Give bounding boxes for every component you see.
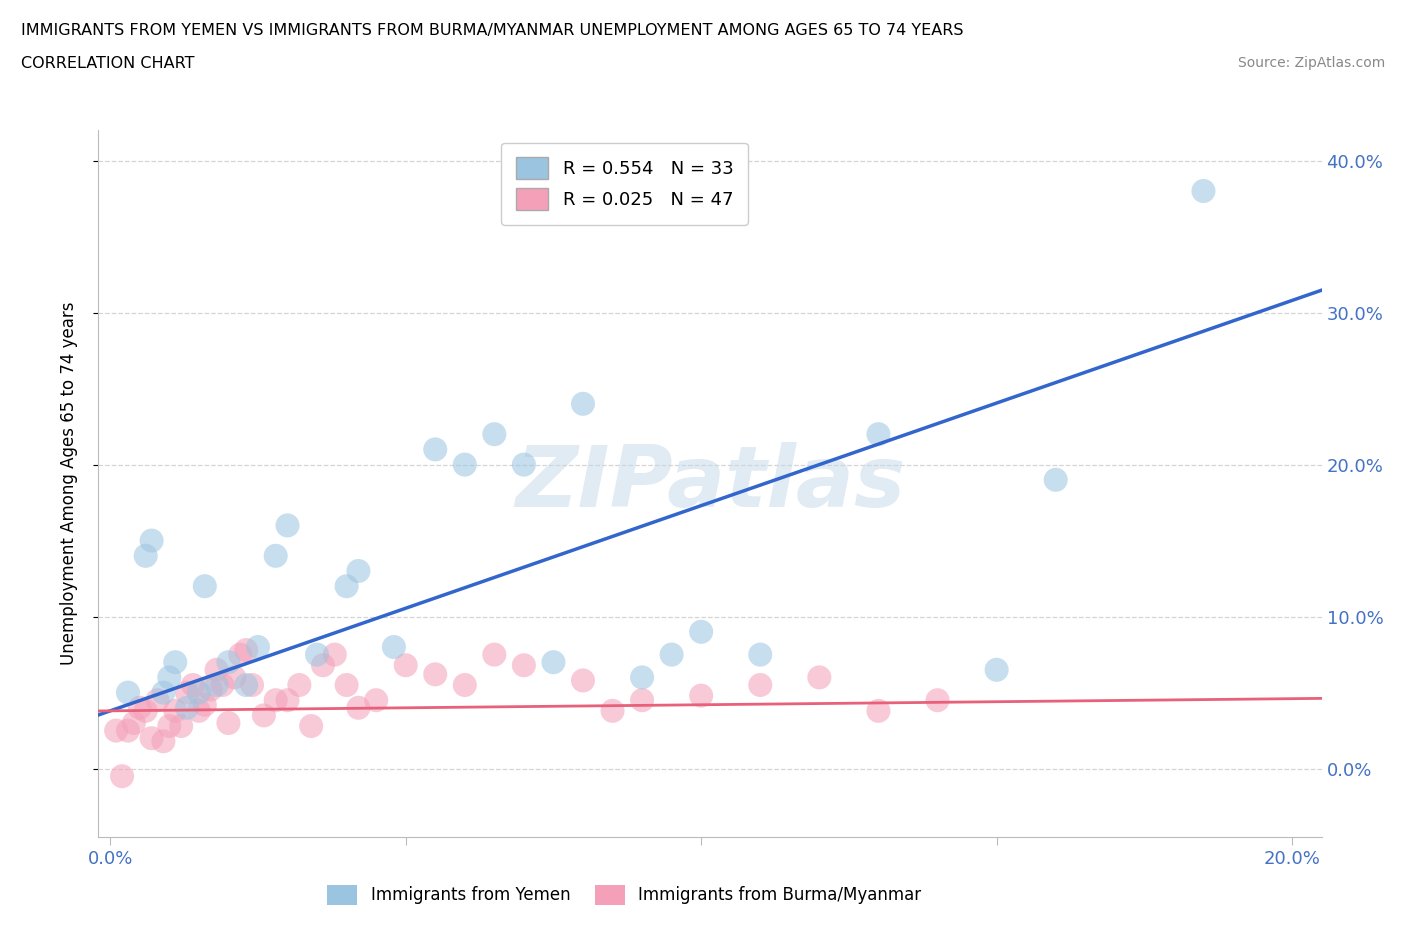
Point <box>288 678 311 693</box>
Point <box>135 549 157 564</box>
Point <box>543 655 565 670</box>
Point <box>187 685 209 700</box>
Y-axis label: Unemployment Among Ages 65 to 74 years: Unemployment Among Ages 65 to 74 years <box>59 302 77 665</box>
Point <box>176 700 198 715</box>
Point <box>111 769 134 784</box>
Point <box>200 682 222 697</box>
Text: CORRELATION CHART: CORRELATION CHART <box>21 56 194 71</box>
Point <box>868 703 890 718</box>
Point <box>299 719 322 734</box>
Point <box>194 578 217 593</box>
Point <box>235 643 257 658</box>
Point <box>128 700 150 715</box>
Point <box>868 427 890 442</box>
Point <box>217 715 239 730</box>
Point <box>631 693 654 708</box>
Point <box>229 647 252 662</box>
Point <box>808 670 831 684</box>
Point <box>276 518 298 533</box>
Point <box>224 670 246 684</box>
Point <box>141 731 163 746</box>
Point <box>105 724 128 738</box>
Point <box>454 458 477 472</box>
Point <box>572 673 595 688</box>
Point <box>246 640 269 655</box>
Point <box>264 693 287 708</box>
Text: ZIPatlas: ZIPatlas <box>515 442 905 525</box>
Point <box>690 688 713 703</box>
Point <box>484 427 506 442</box>
Point <box>141 533 163 548</box>
Point <box>347 700 370 715</box>
Point <box>276 693 298 708</box>
Point <box>170 719 193 734</box>
Point <box>235 678 257 693</box>
Point <box>749 647 772 662</box>
Point <box>264 549 287 564</box>
Point <box>307 647 329 662</box>
Point <box>165 703 187 718</box>
Point <box>157 670 180 684</box>
Point <box>986 662 1008 677</box>
Point <box>366 693 388 708</box>
Point <box>602 703 624 718</box>
Point <box>122 715 145 730</box>
Point <box>135 703 157 718</box>
Point <box>425 667 447 682</box>
Legend: Immigrants from Yemen, Immigrants from Burma/Myanmar: Immigrants from Yemen, Immigrants from B… <box>319 876 929 913</box>
Point <box>336 578 359 593</box>
Point <box>395 658 418 672</box>
Point <box>382 640 405 655</box>
Point <box>1192 183 1215 198</box>
Point <box>323 647 346 662</box>
Point <box>205 662 228 677</box>
Point <box>152 685 174 700</box>
Point <box>1045 472 1067 487</box>
Point <box>205 678 228 693</box>
Point <box>336 678 359 693</box>
Point <box>749 678 772 693</box>
Point <box>117 685 139 700</box>
Point <box>211 678 233 693</box>
Point <box>631 670 654 684</box>
Point <box>157 719 180 734</box>
Point <box>117 724 139 738</box>
Point <box>690 624 713 639</box>
Point <box>253 708 276 723</box>
Point <box>240 678 263 693</box>
Point <box>513 458 536 472</box>
Point <box>661 647 683 662</box>
Point <box>165 655 187 670</box>
Point <box>513 658 536 672</box>
Point <box>187 703 209 718</box>
Point <box>927 693 949 708</box>
Point <box>454 678 477 693</box>
Point <box>194 698 217 712</box>
Point <box>572 396 595 411</box>
Point <box>425 442 447 457</box>
Point <box>217 655 239 670</box>
Point <box>176 685 198 700</box>
Point <box>181 678 204 693</box>
Point <box>152 734 174 749</box>
Text: Source: ZipAtlas.com: Source: ZipAtlas.com <box>1237 56 1385 70</box>
Point <box>347 564 370 578</box>
Text: IMMIGRANTS FROM YEMEN VS IMMIGRANTS FROM BURMA/MYANMAR UNEMPLOYMENT AMONG AGES 6: IMMIGRANTS FROM YEMEN VS IMMIGRANTS FROM… <box>21 23 963 38</box>
Point <box>484 647 506 662</box>
Point <box>146 693 169 708</box>
Point <box>312 658 335 672</box>
